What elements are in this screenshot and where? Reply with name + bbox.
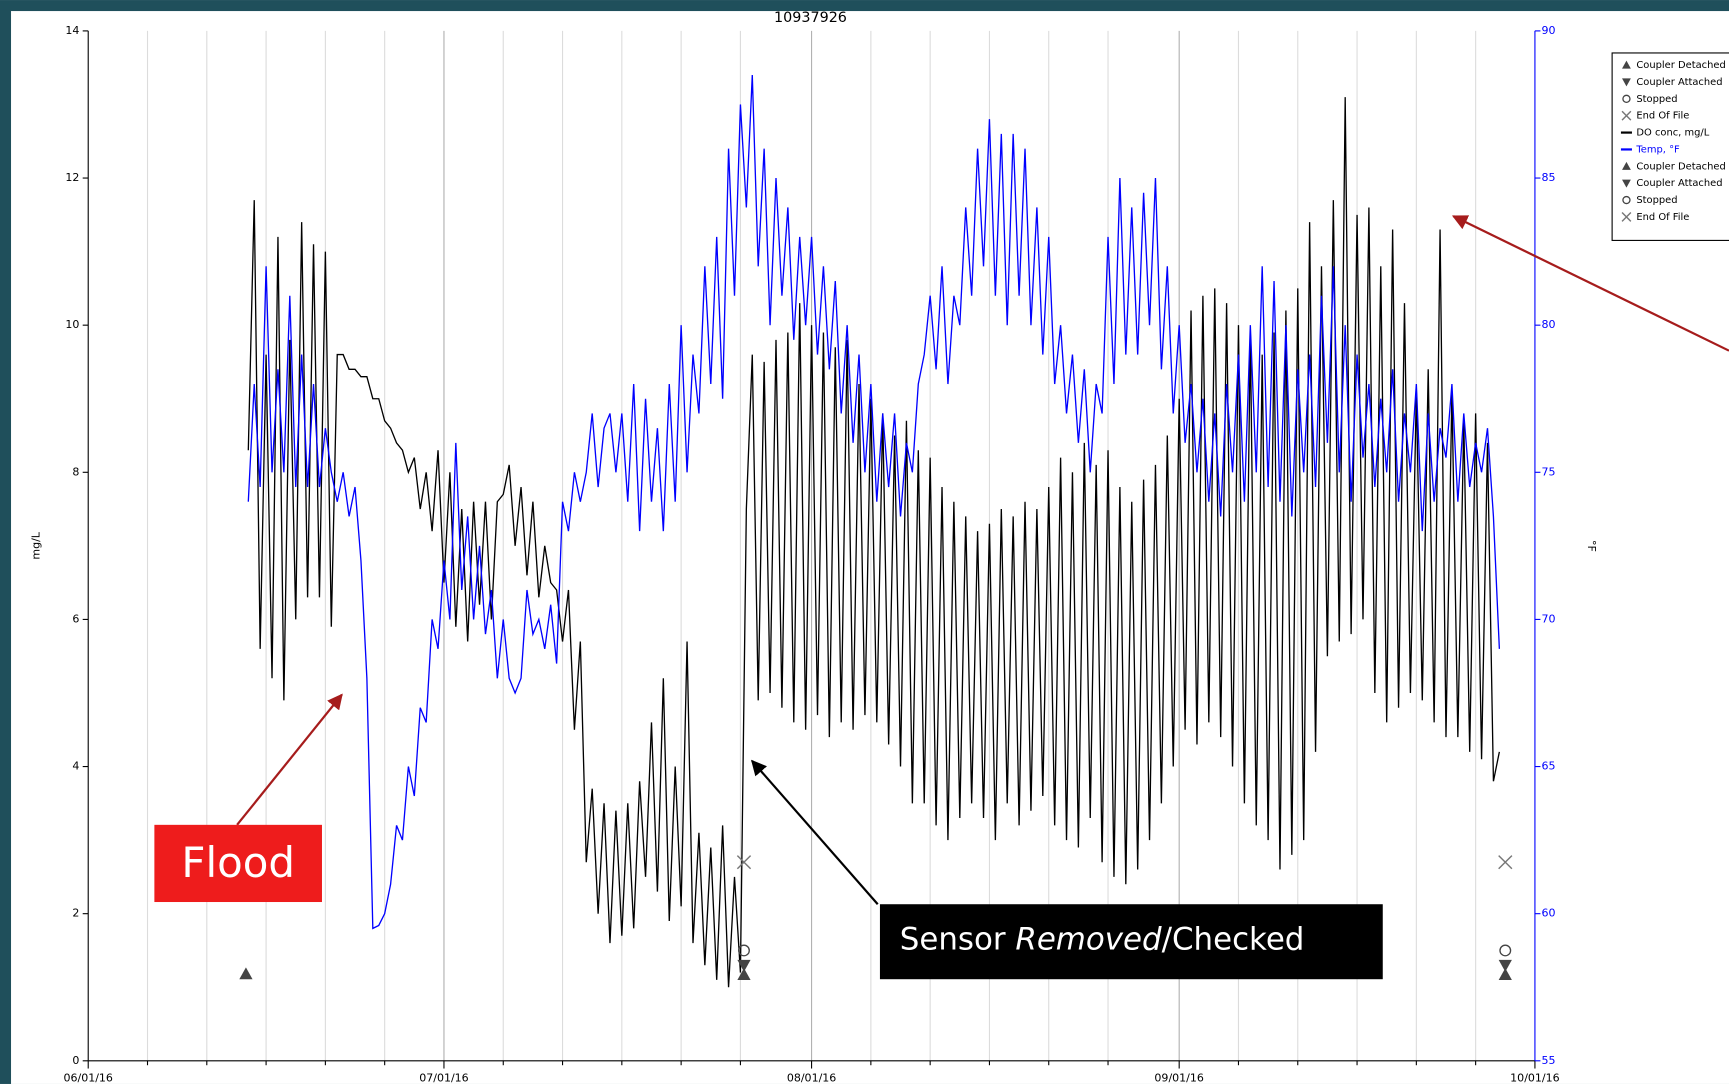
event-marker xyxy=(1498,968,1512,981)
legend-label: Stopped xyxy=(1636,195,1677,206)
legend-label: Coupler Attached xyxy=(1636,77,1722,88)
y2-tick-label: 80 xyxy=(1542,318,1556,331)
y2-tick-label: 65 xyxy=(1542,760,1556,773)
x-tick-label: 09/01/16 xyxy=(1154,1071,1203,1084)
legend-label: Coupler Detached xyxy=(1636,60,1725,71)
x-tick-label: 10/01/16 xyxy=(1510,1071,1559,1084)
flood-annotation: Flood xyxy=(154,693,343,903)
y-tick-label: 14 xyxy=(65,24,79,37)
y2-tick-label: 60 xyxy=(1542,907,1556,920)
y-axis-label: mg/L xyxy=(30,531,43,559)
legend: Coupler Detached Coupler Attached Stopped E… xyxy=(1611,52,1729,241)
event-marker xyxy=(738,944,750,957)
event-marker xyxy=(737,959,751,972)
legend-symbol xyxy=(1622,94,1631,104)
y-tick-label: 12 xyxy=(65,171,79,184)
data-line xyxy=(247,97,1501,988)
annotation-box xyxy=(154,824,322,903)
sensor-annotation: Sensor Removed/Checked xyxy=(751,759,1383,980)
annotation-text: Sensor Removed/Checked xyxy=(900,921,1305,957)
legend-box xyxy=(1611,52,1729,241)
legend-symbol xyxy=(1622,78,1631,87)
event-marker xyxy=(239,967,253,980)
x-tick-label: 08/01/16 xyxy=(787,1071,836,1084)
chart-title: 10937926 xyxy=(774,10,847,26)
plot xyxy=(239,75,1513,988)
y2-tick-label: 85 xyxy=(1542,171,1556,184)
legend-label: DO conc, mg/L xyxy=(1636,128,1709,139)
y2-axis-label: °F xyxy=(1585,540,1598,552)
legend-symbol xyxy=(1622,161,1631,170)
annotation-part: Removed xyxy=(1015,921,1162,957)
legend-symbol xyxy=(1622,60,1631,69)
y-tick-label: 8 xyxy=(72,465,79,478)
y2-tick-label: 75 xyxy=(1542,465,1556,478)
event-marker xyxy=(736,855,752,870)
x-tick-label: 07/01/16 xyxy=(419,1071,468,1084)
legend-label: End Of File xyxy=(1636,111,1689,122)
y-tick-label: 6 xyxy=(72,612,79,625)
data-line xyxy=(247,75,1501,930)
arrow xyxy=(1451,215,1729,352)
arrow xyxy=(751,759,879,905)
event-marker xyxy=(1499,944,1512,957)
arrow xyxy=(236,693,343,826)
event-marker xyxy=(737,968,751,981)
y2-tick-label: 90 xyxy=(1542,24,1556,37)
legend-label: Stopped xyxy=(1636,94,1677,105)
y-tick-label: 2 xyxy=(72,907,79,920)
y-tick-label: 0 xyxy=(72,1054,79,1067)
y2-tick-label: 70 xyxy=(1542,612,1556,625)
annotation-box xyxy=(879,904,1383,980)
annotation-part: /Checked xyxy=(1162,921,1305,957)
event-marker xyxy=(1498,855,1513,870)
annotation-part: Sensor xyxy=(900,921,1016,957)
y-tick-label: 10 xyxy=(65,318,79,331)
y-tick-label: 4 xyxy=(72,760,79,773)
legend-symbol xyxy=(1621,212,1632,222)
y2-tick-label: 55 xyxy=(1542,1054,1556,1067)
canvas xyxy=(11,11,1729,1084)
legend-label: Coupler Attached xyxy=(1636,178,1722,189)
legend-label: Temp, °F xyxy=(1635,144,1680,155)
x-tick-label: 06/01/16 xyxy=(63,1071,112,1084)
grid: 06/01/16 07/01/16 08/01/16 09/01/16 10/01/16… xyxy=(63,24,1559,1084)
annotation-text: Flood xyxy=(181,838,295,887)
legend-label: End Of File xyxy=(1636,212,1689,223)
legend-label: Coupler Detached xyxy=(1636,161,1725,172)
event-marker xyxy=(1498,959,1512,972)
legend-symbol xyxy=(1622,179,1631,188)
legend-symbol xyxy=(1622,195,1631,205)
legend-symbol xyxy=(1621,110,1632,121)
